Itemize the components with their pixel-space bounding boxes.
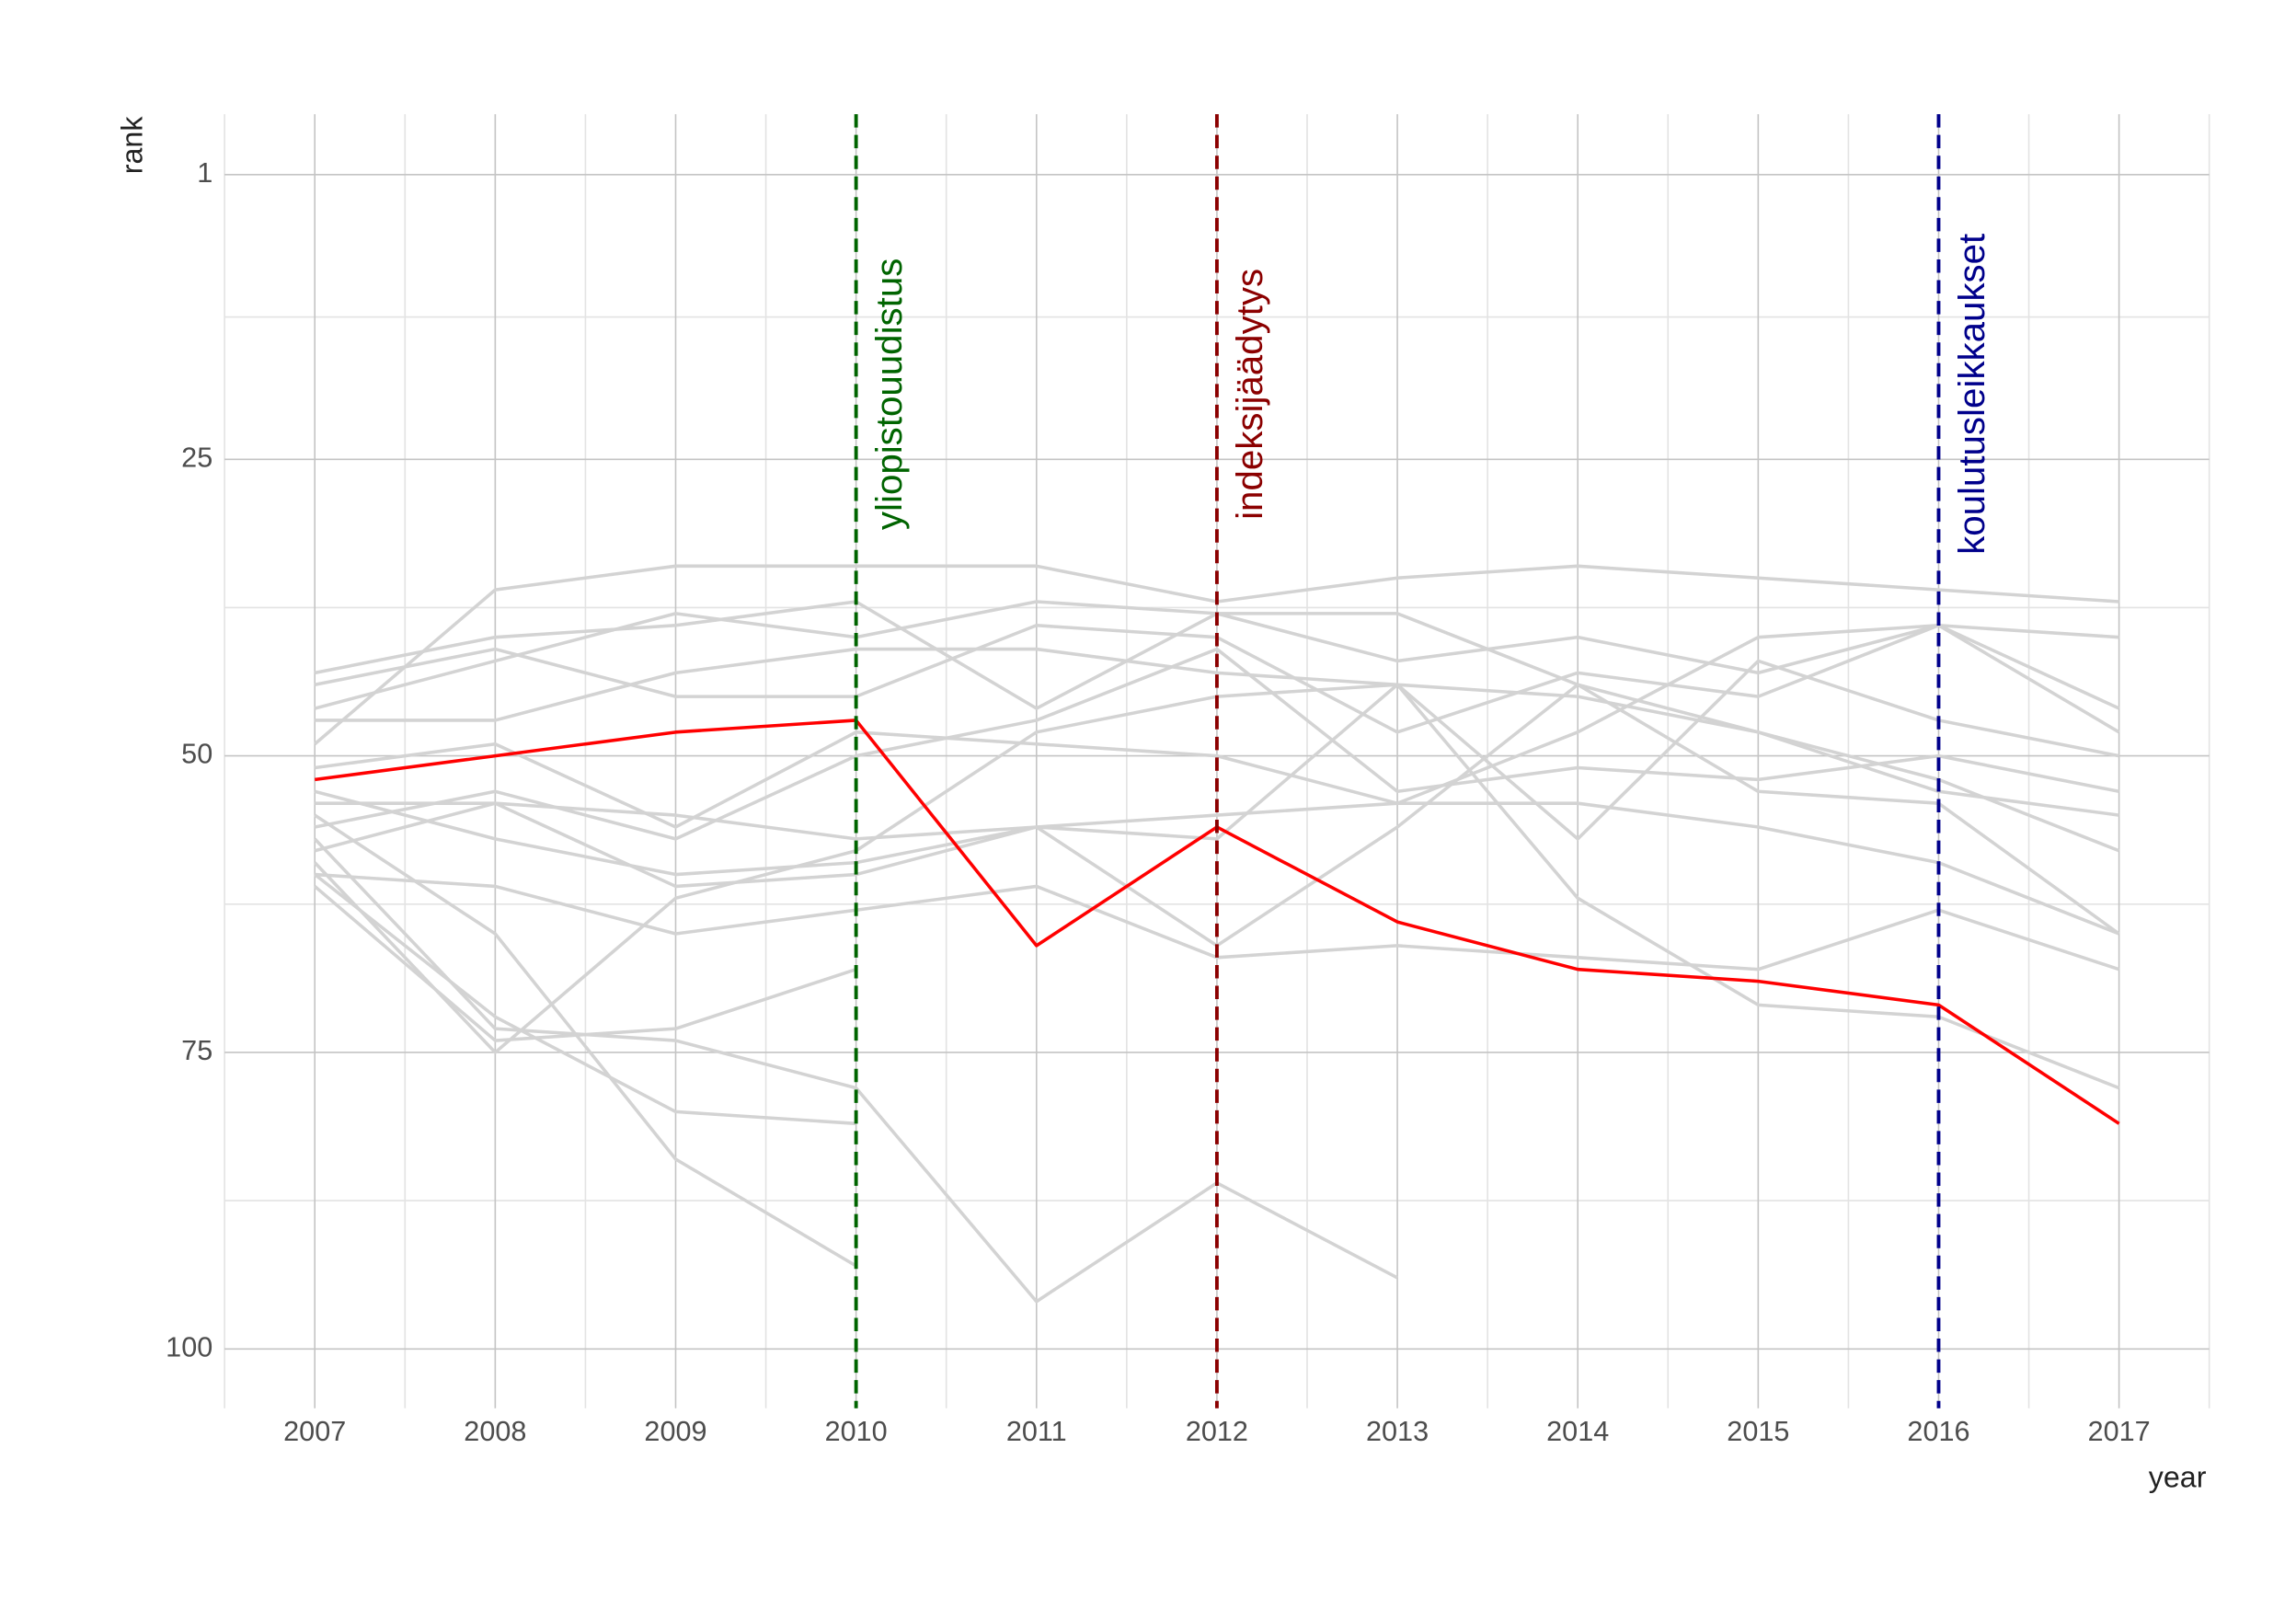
- x-tick-label: 2015: [1727, 1416, 1789, 1447]
- series-line: [315, 801, 2120, 936]
- y-tick-label: 50: [181, 739, 212, 770]
- x-axis-label: year: [2149, 1461, 2207, 1494]
- series-line: [315, 647, 2120, 853]
- x-tick-label: 2007: [283, 1416, 346, 1447]
- x-tick-label: 2010: [825, 1416, 888, 1447]
- series-line: [314, 647, 2119, 841]
- annotation-label: indeksijäädytys: [1229, 269, 1270, 520]
- x-tick-label: 2012: [1186, 1416, 1248, 1447]
- y-tick-label: 1: [197, 157, 212, 189]
- y-tick-label: 100: [166, 1331, 212, 1362]
- x-tick-label: 2011: [1006, 1416, 1067, 1447]
- series-line: [314, 873, 856, 1126]
- x-tick-label: 2009: [644, 1416, 706, 1447]
- x-tick-label: 2017: [2088, 1416, 2151, 1447]
- x-tick-label: 2008: [464, 1416, 526, 1447]
- y-tick-label: 75: [181, 1035, 212, 1066]
- annotation-label: koulutusleikkaukset: [1951, 234, 1992, 555]
- y-axis-label: rank: [115, 116, 148, 175]
- x-tick-label: 2016: [1907, 1416, 1969, 1447]
- series-line: [314, 624, 2120, 829]
- series-line: [314, 659, 2119, 877]
- x-tick-label: 2014: [1546, 1416, 1609, 1447]
- y-tick-label: 25: [181, 442, 212, 473]
- series-line: [314, 813, 857, 1268]
- x-tick-label: 2013: [1366, 1416, 1429, 1447]
- series-line: [314, 885, 857, 1042]
- annotation-label: yliopistouudistus: [868, 259, 910, 530]
